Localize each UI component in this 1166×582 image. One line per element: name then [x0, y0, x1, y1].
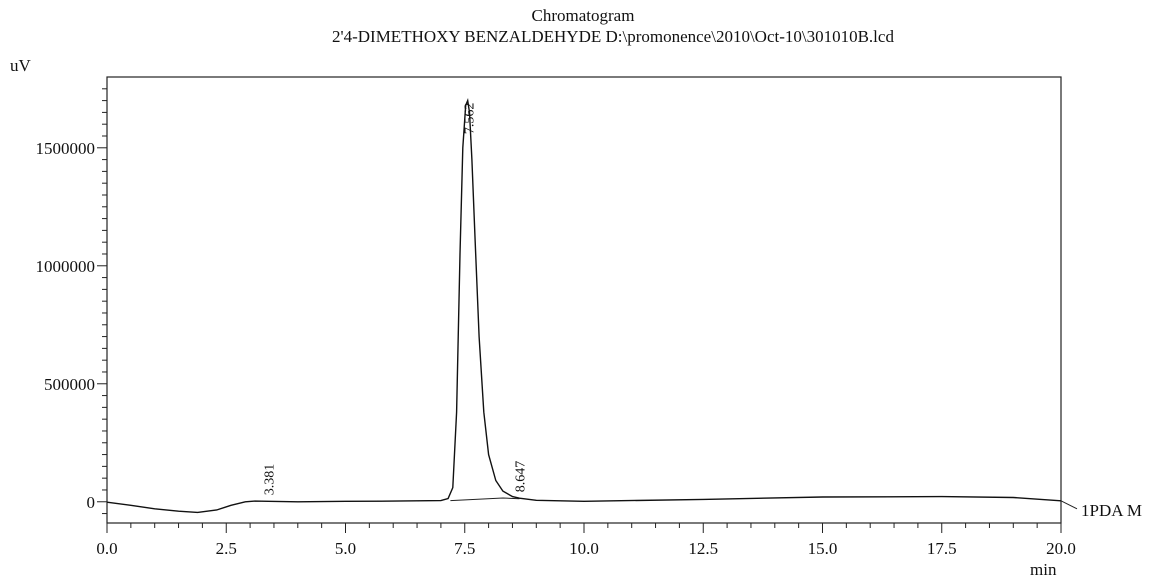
peak-labels: 3.381 7.562 8.647 [262, 103, 528, 496]
x-tick-label-0: 0.0 [96, 539, 117, 558]
y-tick-label-2: 1000000 [36, 257, 96, 276]
x-tick-label-2: 5.0 [335, 539, 356, 558]
series-label: 1PDA M [1081, 501, 1142, 520]
chart-subtitle: 2'4-DIMETHOXY BENZALDEHYDE D:\promonence… [332, 27, 894, 46]
x-axis: 0.0 2.5 5.0 7.5 10.0 12.5 15.0 17.5 20.0 [96, 523, 1076, 558]
x-tick-label-8: 20.0 [1046, 539, 1076, 558]
y-axis: 0 500000 1000000 1500000 [36, 88, 107, 515]
x-tick-label-3: 7.5 [454, 539, 475, 558]
series-label-leader [1060, 500, 1078, 510]
y-tick-label-0: 0 [87, 493, 96, 512]
peak-baseline [450, 497, 520, 502]
plot-frame [106, 76, 1062, 524]
peak-label-0: 3.381 [262, 464, 277, 496]
x-axis-unit: min [1030, 560, 1057, 579]
series-line [106, 98, 1062, 514]
x-tick-label-6: 15.0 [808, 539, 838, 558]
x-tick-label-4: 10.0 [569, 539, 599, 558]
peak-label-1: 7.562 [463, 103, 478, 135]
y-tick-label-1: 500000 [44, 375, 95, 394]
peak-label-2: 8.647 [514, 461, 529, 493]
y-axis-unit: uV [10, 56, 31, 75]
x-tick-label-7: 17.5 [927, 539, 957, 558]
x-tick-label-1: 2.5 [216, 539, 237, 558]
y-tick-label-3: 1500000 [36, 139, 96, 158]
chart-title: Chromatogram [531, 6, 635, 25]
x-tick-label-5: 12.5 [688, 539, 718, 558]
